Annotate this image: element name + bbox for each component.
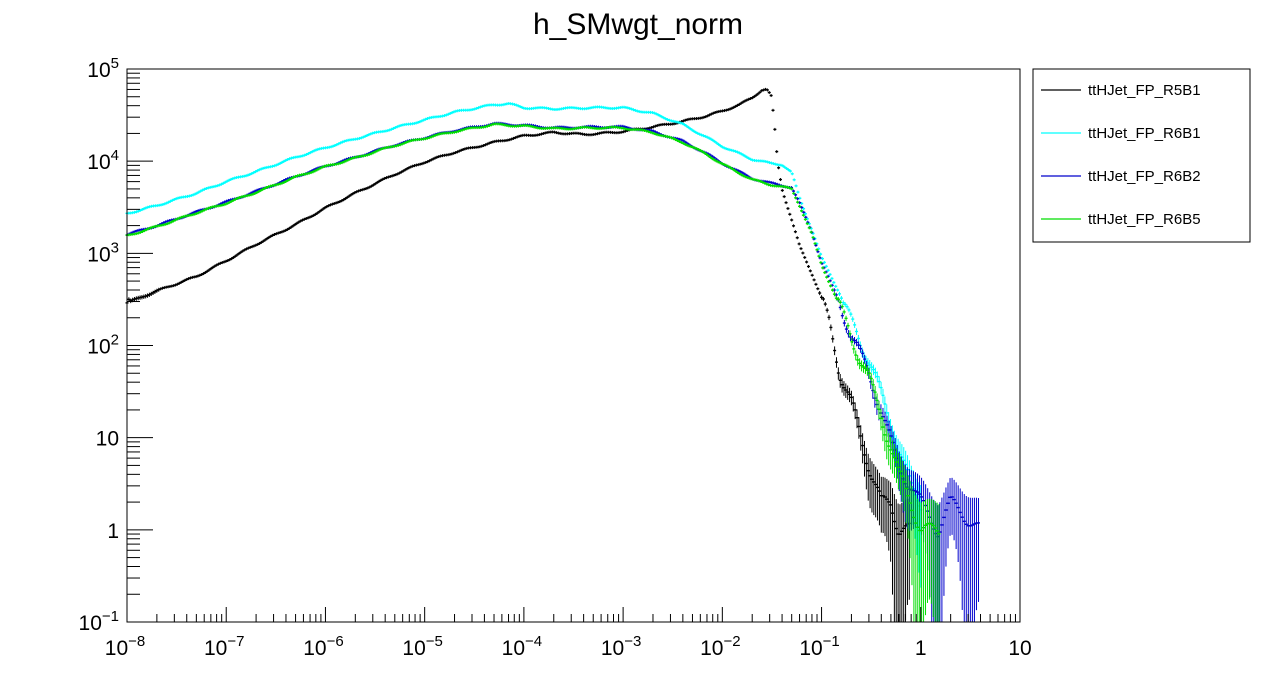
- x-tick-label: 10−1: [799, 633, 839, 660]
- plot-frame: [126, 68, 1021, 623]
- x-tick-label: 10−2: [700, 633, 740, 660]
- y-tick-label: 1: [107, 520, 119, 543]
- x-tick-label: 10−6: [303, 633, 343, 660]
- chart-title: h_SMwgt_norm: [533, 8, 743, 41]
- x-tick-label: 10−5: [402, 633, 442, 660]
- x-tick-label: 1: [915, 637, 927, 660]
- y-tick-label: 104: [87, 147, 119, 174]
- x-tick-label: 10−3: [601, 633, 641, 660]
- axes: 10−8 10−7 10−6 10−5 10−4 10−3 10−2 10−1 1 10 10−1 1…: [79, 55, 1032, 660]
- plot-area: [125, 87, 980, 622]
- y-tick-label: 10−1: [79, 608, 119, 635]
- y-tick-label: 10: [96, 428, 119, 451]
- series-ttHJet_FP_R5B1: [125, 87, 911, 622]
- legend-label: ttHJet_FP_R6B1: [1088, 125, 1201, 142]
- x-tick-label: 10−7: [204, 633, 244, 660]
- x-tick-label: 10−8: [105, 633, 145, 660]
- x-tick-label: 10−4: [502, 633, 542, 660]
- x-tick-label: 10: [1008, 637, 1031, 660]
- legend-label: ttHJet_FP_R6B2: [1088, 168, 1201, 185]
- legend-label: ttHJet_FP_R6B5: [1088, 211, 1201, 228]
- series-ttHJet_FP_R6B1: [125, 101, 923, 588]
- legend-box: [1032, 68, 1251, 243]
- legend-label: ttHJet_FP_R5B1: [1088, 82, 1201, 99]
- y-tick-label: 103: [87, 239, 119, 266]
- y-tick-label: 102: [87, 332, 119, 359]
- series-ttHJet_FP_R6B2: [125, 121, 980, 622]
- y-tick-label: 105: [87, 55, 119, 82]
- series-ttHJet_FP_R6B5: [125, 122, 941, 622]
- legend: ttHJet_FP_R5B1 ttHJet_FP_R6B1 ttHJet_FP_R6…: [1032, 68, 1251, 243]
